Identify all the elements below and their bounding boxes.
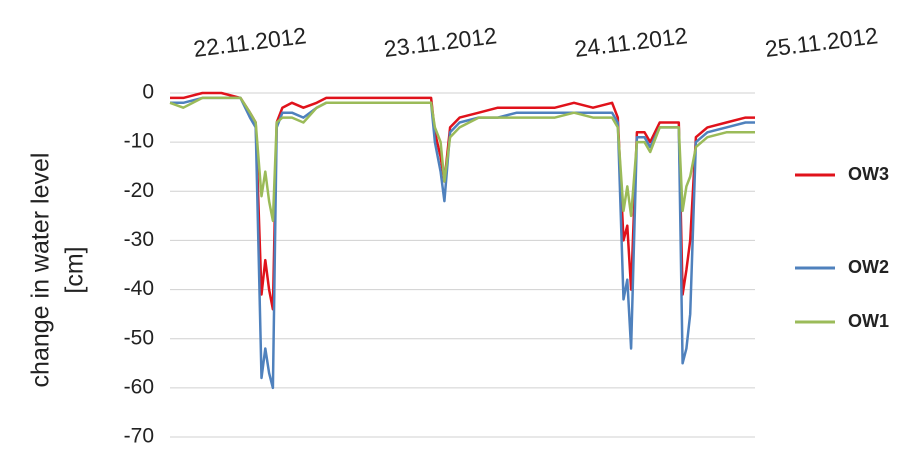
y-tick-label: -70 xyxy=(124,425,154,448)
x-tick-label: 23.11.2012 xyxy=(382,22,498,62)
y-tick-label: -20 xyxy=(124,179,154,202)
series-line xyxy=(170,91,755,311)
y-tick-label: -10 xyxy=(124,130,154,153)
y-axis-label: change in water level xyxy=(27,153,55,388)
y-tick-label: -30 xyxy=(124,228,154,251)
series-line xyxy=(169,96,755,223)
x-tick-label: 25.11.2012 xyxy=(764,22,880,62)
y-tick-label: -40 xyxy=(124,277,154,300)
legend-label: OW2 xyxy=(848,257,889,277)
y-tick-label: -50 xyxy=(124,326,154,349)
y-axis-label: [cm] xyxy=(61,246,89,293)
legend-label: OW3 xyxy=(848,164,889,184)
x-tick-label: 24.11.2012 xyxy=(573,22,689,62)
y-tick-label: -60 xyxy=(124,375,154,398)
x-tick-label: 22.11.2012 xyxy=(192,22,308,62)
y-tick-label: 0 xyxy=(142,81,154,104)
legend-label: OW1 xyxy=(848,311,889,331)
